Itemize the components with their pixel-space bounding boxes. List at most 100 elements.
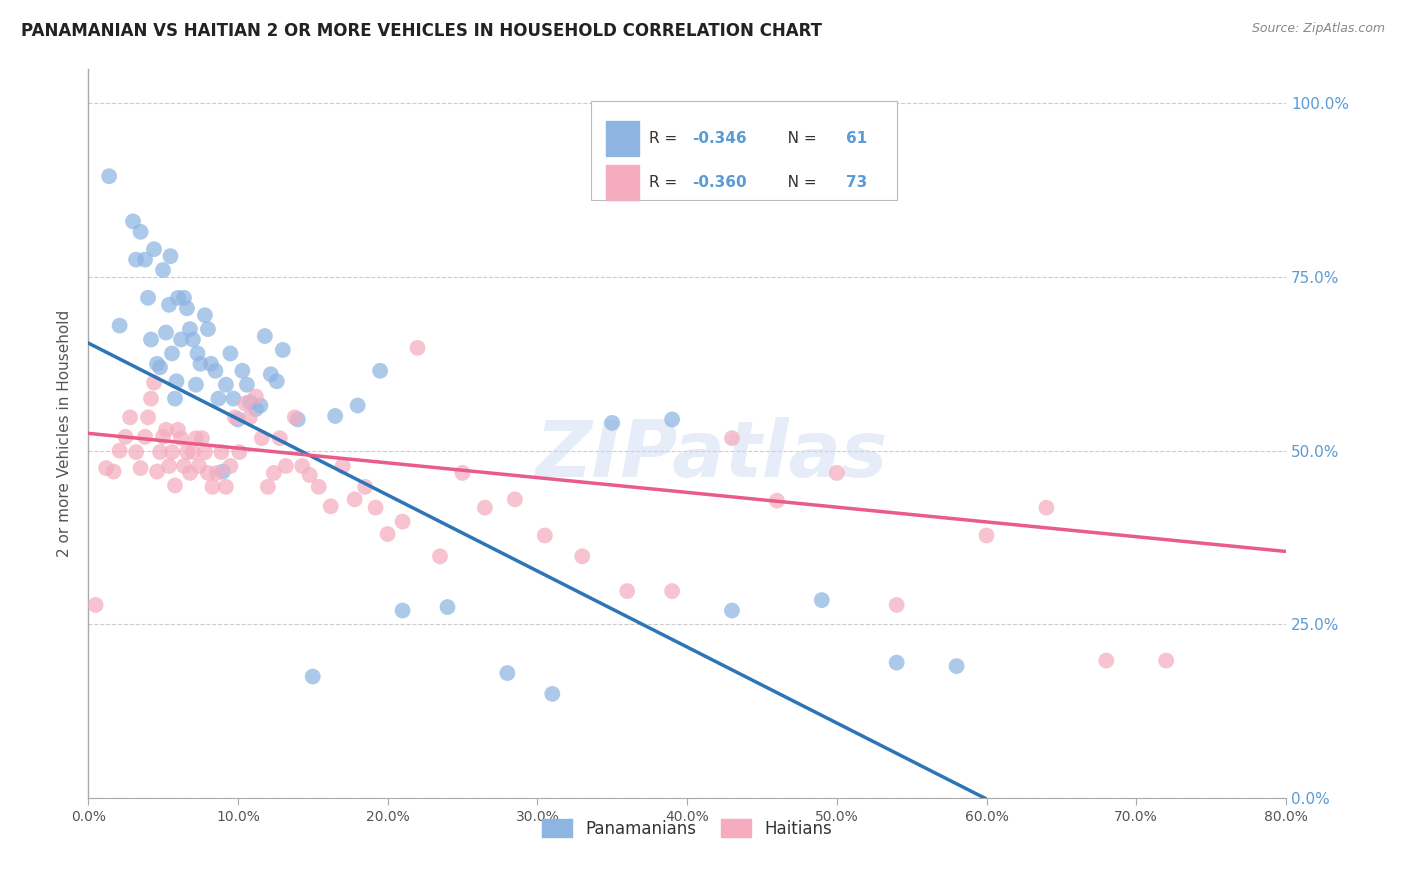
Point [600,416,623,430]
Point [533,528,555,542]
Point [186,346,208,360]
Text: N =: N = [773,175,821,190]
Point [228,445,250,459]
Point [616,584,638,599]
Point [149,445,172,459]
Point [406,341,429,355]
Point [98,169,121,184]
Point [191,431,214,445]
Text: 61: 61 [846,131,868,146]
Point [945,659,967,673]
Point [224,410,246,425]
Y-axis label: 2 or more Vehicles in Household: 2 or more Vehicles in Household [58,310,72,557]
Point [170,431,193,445]
Point [114,430,136,444]
Point [231,364,253,378]
Point [436,600,458,615]
Point [319,500,342,514]
Point [197,322,219,336]
Point [167,423,190,437]
Point [170,333,193,347]
Point [451,466,474,480]
Point [129,225,152,239]
Point [886,656,908,670]
Point [204,364,226,378]
Point [159,249,181,263]
Point [1154,654,1177,668]
Text: Source: ZipAtlas.com: Source: ZipAtlas.com [1251,22,1385,36]
Point [125,252,148,267]
Point [661,412,683,426]
Point [661,584,683,599]
Point [219,346,242,360]
Point [146,357,169,371]
Point [188,458,211,473]
Point [391,603,413,617]
Point [377,527,399,541]
Point [721,431,744,445]
Point [103,465,125,479]
Point [207,392,229,406]
Point [122,214,145,228]
Point [239,410,262,425]
Point [194,308,217,322]
Point [496,666,519,681]
Point [298,468,321,483]
Point [474,500,496,515]
Point [271,343,294,357]
Point [287,412,309,426]
Point [205,466,228,480]
Point [236,377,259,392]
Legend: Panamanians, Haitians: Panamanians, Haitians [536,813,839,845]
Point [155,423,177,437]
Point [215,377,238,392]
Point [1035,500,1057,515]
Point [125,445,148,459]
Point [239,395,262,409]
Point [219,458,242,473]
Point [167,291,190,305]
Point [269,431,291,445]
Point [136,291,159,305]
Point [136,410,159,425]
Point [108,443,131,458]
Point [197,466,219,480]
Point [139,392,162,406]
Text: 73: 73 [846,175,868,190]
Point [143,242,166,256]
Point [226,412,249,426]
Point [181,333,204,347]
Bar [606,121,640,156]
Point [721,603,744,617]
Point [343,492,366,507]
Point [1095,654,1118,668]
Point [155,326,177,340]
Point [201,480,224,494]
Point [571,549,593,564]
Point [503,492,526,507]
Text: -0.346: -0.346 [692,131,747,146]
Point [364,500,387,515]
Point [152,430,174,444]
Point [176,445,198,459]
Point [209,445,232,459]
Point [146,465,169,479]
Point [346,399,368,413]
Point [157,298,180,312]
Point [263,466,285,480]
Point [173,291,195,305]
Point [157,458,180,473]
Point [152,263,174,277]
Bar [606,165,640,200]
Point [308,480,330,494]
Point [194,445,217,459]
Point [129,461,152,475]
Point [253,329,276,343]
Point [391,515,413,529]
Point [184,377,207,392]
Point [200,357,222,371]
Point [235,396,257,410]
Point [301,669,323,683]
Point [160,445,183,459]
Point [976,528,998,542]
